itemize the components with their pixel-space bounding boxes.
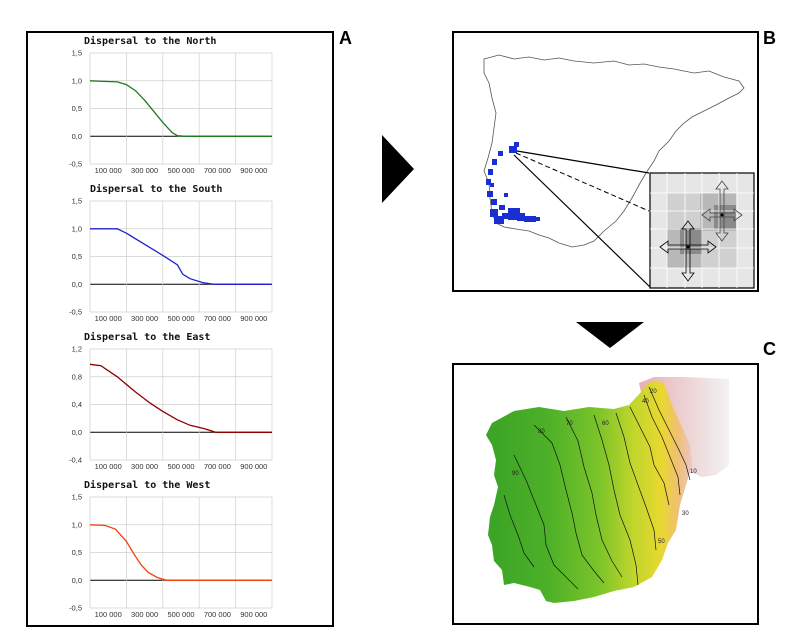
x-tick-label: 900 000	[240, 166, 267, 175]
x-tick-label: 500 000	[167, 462, 194, 471]
y-tick-label: 0,0	[72, 576, 82, 585]
arrow-right-icon	[382, 135, 414, 203]
y-tick-label: -0,5	[69, 160, 82, 169]
y-tick-label: 0,0	[72, 428, 82, 437]
panel-a-label: A	[339, 28, 352, 48]
y-tick-label: -0,5	[69, 604, 82, 613]
y-tick-label: 0,0	[72, 280, 82, 289]
svg-text:80: 80	[538, 429, 545, 435]
y-tick-label: 0,0	[72, 132, 82, 141]
chart-title: Dispersal to the West	[84, 479, 210, 491]
map-c-svg: 10 20 30 40 50 60 70 80 90	[486, 377, 729, 603]
x-tick-label: 900 000	[240, 610, 267, 619]
svg-text:70: 70	[566, 421, 573, 427]
x-tick-label: 500 000	[167, 314, 194, 323]
x-tick-label: 900 000	[240, 462, 267, 471]
y-tick-label: 0,5	[72, 252, 82, 261]
y-tick-label: 1,5	[72, 493, 82, 502]
x-tick-label: 100 000	[95, 314, 122, 323]
x-tick-label: 700 000	[204, 610, 231, 619]
iberia-outline	[483, 54, 745, 248]
svg-text:60: 60	[602, 421, 609, 427]
series-line	[89, 80, 272, 137]
x-tick-label: 900 000	[240, 314, 267, 323]
x-tick-label: 300 000	[131, 610, 158, 619]
y-tick-label: 1,5	[72, 49, 82, 58]
y-tick-label: 1,0	[72, 520, 82, 529]
chart-title: Dispersal to the East	[84, 331, 210, 343]
contour-labels: 10 20 30 40 50 60 70 80 90	[512, 389, 697, 545]
x-tick-label: 500 000	[167, 166, 194, 175]
y-tick-label: 0,4	[72, 400, 82, 409]
panel-c-label: C	[763, 339, 776, 359]
svg-text:40: 40	[642, 399, 649, 405]
y-tick-label: 1,0	[72, 76, 82, 85]
x-tick-label: 300 000	[131, 314, 158, 323]
panel-c-contour-map: 10 20 30 40 50 60 70 80 90	[452, 363, 759, 625]
panel-a-charts: Dispersal to the North 1,5 1,0 0,5 0,0 -0,5 10…	[26, 31, 334, 627]
chart-title: Dispersal to the North	[84, 35, 216, 47]
arrow-down-icon	[576, 322, 644, 348]
x-tick-label: 700 000	[204, 314, 231, 323]
y-tick-label: 1,2	[72, 345, 82, 354]
y-tick-label: 0,5	[72, 104, 82, 113]
charts-svg: Dispersal to the North1,51,00,50,0-0,510…	[69, 35, 273, 619]
series-line	[89, 363, 272, 433]
x-tick-label: 300 000	[131, 462, 158, 471]
zoom-grid	[649, 172, 755, 289]
x-tick-label: 100 000	[95, 462, 122, 471]
y-tick-label: 0,5	[72, 548, 82, 557]
x-tick-label: 100 000	[95, 610, 122, 619]
y-tick-label: 0,8	[72, 372, 82, 381]
svg-text:90: 90	[512, 471, 519, 477]
y-tick-label: -0,5	[69, 308, 82, 317]
x-tick-label: 700 000	[204, 166, 231, 175]
y-tick-label: 1,0	[72, 224, 82, 233]
svg-text:30: 30	[682, 511, 689, 517]
x-tick-label: 100 000	[95, 166, 122, 175]
panel-b-map	[452, 31, 759, 292]
svg-text:20: 20	[650, 389, 657, 395]
y-tick-label: -0,4	[69, 456, 82, 465]
series-line	[90, 228, 272, 285]
occurrence-cells	[486, 142, 540, 224]
chart-title: Dispersal to the South	[90, 183, 222, 195]
iberia-region	[486, 381, 692, 603]
y-tick-label: 1,5	[72, 197, 82, 206]
x-tick-label: 500 000	[167, 610, 194, 619]
panel-b-label: B	[763, 28, 776, 48]
svg-text:10: 10	[690, 469, 697, 475]
x-tick-label: 300 000	[131, 166, 158, 175]
map-b-svg	[483, 54, 755, 289]
x-tick-label: 700 000	[204, 462, 231, 471]
svg-text:50: 50	[658, 539, 665, 545]
series-line	[89, 524, 272, 581]
chart-1: Dispersal to the South 1,5 1,0 0,5 0,0 -0,5 10…	[69, 183, 273, 323]
